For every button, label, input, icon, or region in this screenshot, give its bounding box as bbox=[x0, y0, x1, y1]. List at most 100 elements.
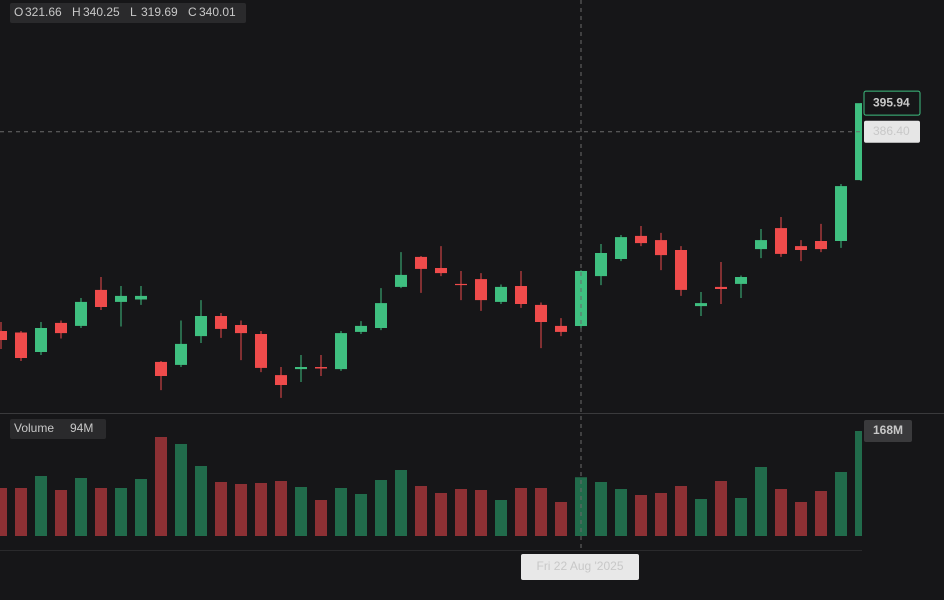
volume-bar bbox=[255, 483, 267, 536]
volume-bar bbox=[75, 478, 87, 536]
candle-body bbox=[735, 277, 747, 284]
ohlc-legend-key: O bbox=[14, 5, 23, 19]
candle-body bbox=[155, 361, 167, 377]
ohlc-legend-value: 340.25 bbox=[83, 5, 120, 19]
candle-body bbox=[435, 268, 447, 274]
candle-body bbox=[35, 328, 47, 353]
candle-body bbox=[455, 283, 467, 286]
ohlc-legend-key: H bbox=[72, 5, 81, 19]
volume-bar bbox=[115, 488, 127, 536]
volume-legend-value: 94M bbox=[70, 421, 93, 435]
volume-bar bbox=[35, 476, 47, 536]
candle-body bbox=[755, 240, 767, 250]
volume-bar bbox=[355, 494, 367, 536]
candle-body bbox=[95, 289, 107, 308]
volume-bar bbox=[95, 488, 107, 536]
volume-bar bbox=[55, 490, 67, 536]
volume-bar bbox=[275, 481, 287, 536]
candle-body bbox=[255, 334, 267, 368]
ohlc-legend-value: 340.01 bbox=[199, 5, 236, 19]
volume-bar bbox=[795, 502, 807, 536]
volume-bar bbox=[135, 479, 147, 536]
candle-body bbox=[15, 332, 27, 359]
candle-body bbox=[355, 325, 367, 332]
ohlc-legend-key: C bbox=[188, 5, 197, 19]
candle-body bbox=[115, 295, 127, 302]
volume-bar bbox=[415, 486, 427, 536]
candle-body bbox=[775, 228, 787, 254]
candle-body bbox=[315, 367, 327, 369]
volume-bar bbox=[375, 480, 387, 536]
volume-bar bbox=[855, 431, 862, 536]
candle-body bbox=[695, 303, 707, 307]
volume-bar bbox=[295, 487, 307, 536]
volume-bar bbox=[535, 488, 547, 536]
candle-body bbox=[855, 103, 862, 181]
volume-bar bbox=[695, 499, 707, 536]
candle-body bbox=[135, 295, 147, 300]
ohlc-legend-value: 321.66 bbox=[25, 5, 62, 19]
candle-body bbox=[475, 279, 487, 301]
candle-body bbox=[635, 235, 647, 244]
candle-body bbox=[515, 286, 527, 305]
crosshair-date-box bbox=[521, 554, 639, 580]
volume-bar bbox=[335, 488, 347, 536]
volume-bar bbox=[195, 466, 207, 536]
ohlc-legend-key: L bbox=[130, 5, 137, 19]
volume-bar bbox=[435, 493, 447, 536]
candle-body bbox=[0, 331, 7, 341]
volume-bar bbox=[635, 495, 647, 536]
candle-body bbox=[535, 304, 547, 323]
volume-bar bbox=[675, 486, 687, 536]
last-volume-label: 168M bbox=[873, 423, 903, 437]
last-price-label: 395.94 bbox=[873, 95, 910, 109]
volume-bar bbox=[775, 489, 787, 536]
plot-area bbox=[0, 102, 862, 536]
volume-bar bbox=[615, 489, 627, 536]
candle-body bbox=[595, 253, 607, 277]
candle-body bbox=[555, 325, 567, 332]
last-price-box bbox=[863, 90, 921, 116]
volume-bar bbox=[175, 444, 187, 536]
crosshair-price-box bbox=[864, 120, 920, 143]
last-volume-box bbox=[864, 420, 912, 442]
volume-legend-name: Volume bbox=[14, 421, 54, 435]
candle-body bbox=[795, 246, 807, 251]
volume-bar bbox=[0, 488, 7, 536]
crosshair-date-label: Fri 22 Aug '2025 bbox=[536, 559, 623, 573]
volume-bar bbox=[595, 482, 607, 536]
volume-bar bbox=[515, 488, 527, 536]
volume-bar bbox=[755, 467, 767, 536]
candle-body bbox=[615, 237, 627, 260]
candle-body bbox=[195, 316, 207, 337]
candle-body bbox=[295, 367, 307, 370]
volume-bar bbox=[315, 500, 327, 536]
candle-body bbox=[75, 301, 87, 326]
candle-body bbox=[495, 286, 507, 302]
candle-body bbox=[215, 316, 227, 329]
candle-body bbox=[655, 240, 667, 256]
volume-bar bbox=[735, 498, 747, 536]
ohlc-legend-value: 319.69 bbox=[141, 5, 178, 19]
volume-bar bbox=[555, 502, 567, 536]
volume-bar bbox=[715, 481, 727, 536]
volume-bar bbox=[655, 493, 667, 536]
volume-bar bbox=[835, 472, 847, 536]
volume-bar bbox=[815, 491, 827, 536]
volume-bar bbox=[235, 484, 247, 536]
overlay: 386.40 Fri 22 Aug '2025 395.94 168M O 321.66 H… bbox=[0, 0, 921, 580]
crosshair-price-label: 386.40 bbox=[873, 124, 910, 138]
candle-body bbox=[55, 322, 67, 334]
ohlc-legend-box bbox=[10, 3, 246, 23]
candle-body bbox=[375, 303, 387, 329]
volume-bar bbox=[455, 489, 467, 536]
volume-bar bbox=[495, 500, 507, 536]
candle-body bbox=[675, 250, 687, 290]
volume-legend-box bbox=[10, 419, 106, 439]
candle-body bbox=[815, 241, 827, 250]
candle-body bbox=[175, 343, 187, 365]
volume-bar bbox=[475, 490, 487, 536]
candle-body bbox=[715, 286, 727, 290]
candle-body bbox=[335, 333, 347, 370]
